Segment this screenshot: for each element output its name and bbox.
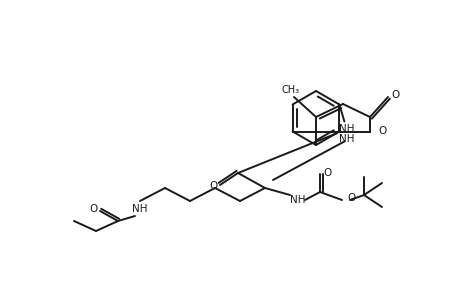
Text: O: O [378, 126, 386, 137]
Text: NH: NH [338, 134, 354, 145]
Text: NH: NH [290, 195, 306, 205]
Text: O: O [89, 204, 97, 214]
Text: NH: NH [338, 124, 354, 134]
Text: O: O [209, 181, 217, 191]
Text: CH₃: CH₃ [282, 85, 300, 95]
Text: O: O [391, 90, 399, 100]
Text: O: O [323, 168, 331, 178]
Text: O: O [347, 193, 355, 203]
Text: NH: NH [132, 204, 148, 214]
